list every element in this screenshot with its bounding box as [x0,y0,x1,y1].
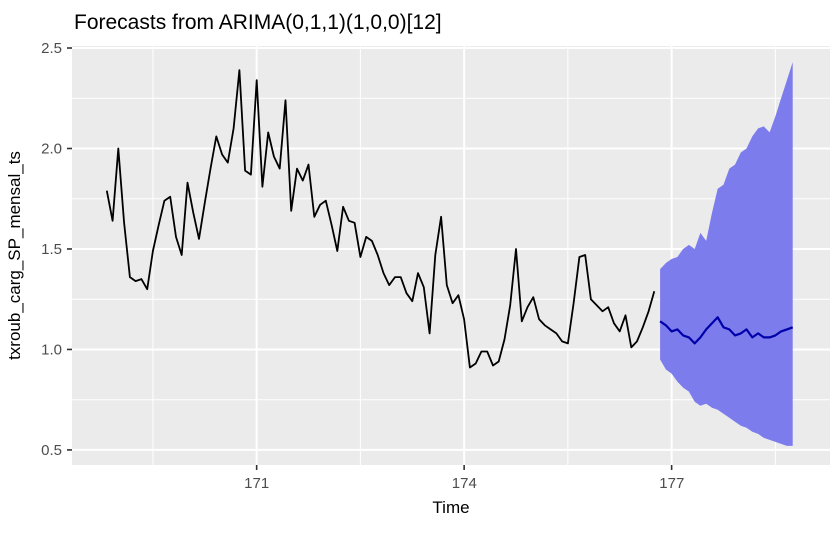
y-tick-label: 2.0 [41,141,62,158]
x-tick-label: 174 [452,475,477,492]
x-tick-label: 171 [244,475,269,492]
y-axis-title: txroub_carg_SP_mensal_ts [5,151,24,360]
forecast-mean-line [659,316,794,345]
x-axis-tick-labels: 171 174 177 [244,475,684,492]
axis-tick-marks [67,47,673,470]
x-tick-label: 177 [659,475,684,492]
forecast-interval-ribbon [660,62,793,446]
y-tick-label: 1.5 [41,241,62,258]
observed-line [105,69,656,369]
y-tick-label: 1.0 [41,342,62,359]
y-tick-label: 2.5 [41,40,62,57]
x-axis-title: Time [432,498,469,517]
chart-title: Forecasts from ARIMA(0,1,1)(1,0,0)[12] [74,11,442,34]
y-tick-label: 0.5 [41,442,62,459]
chart-layers [105,62,794,446]
major-gridlines [72,46,830,465]
y-axis-tick-labels: 2.5 2.0 1.5 1.0 0.5 [41,40,62,459]
